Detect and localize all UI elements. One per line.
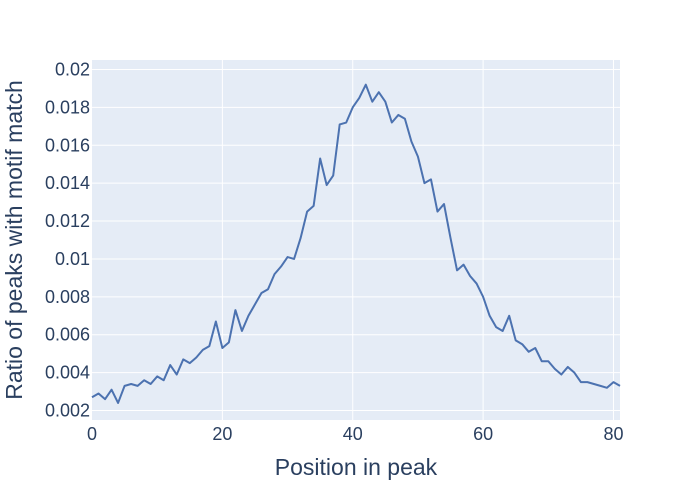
x-axis-title: Position in peak [275, 454, 438, 480]
y-axis-ticks: 0.002 0.004 0.006 0.008 0.01 0.012 0.014 0.016 0… [45, 59, 90, 420]
series-line [91, 83, 621, 404]
x-tick-label: 20 [212, 424, 232, 444]
series-layer [91, 83, 621, 404]
y-tick-label: 0.004 [45, 363, 90, 383]
y-tick-label: 0.016 [45, 135, 90, 155]
y-axis-title: Ratio of peaks with motif match [1, 80, 27, 400]
x-tick-label: 60 [473, 424, 493, 444]
y-tick-label: 0.008 [45, 287, 90, 307]
x-tick-label: 40 [343, 424, 363, 444]
x-axis-ticks: 0 20 40 60 80 [87, 424, 624, 444]
y-tick-label: 0.014 [45, 173, 90, 193]
y-tick-label: 0.012 [45, 211, 90, 231]
y-tick-label: 0.002 [45, 401, 90, 421]
y-tick-label: 0.018 [45, 97, 90, 117]
y-tick-label: 0.006 [45, 325, 90, 345]
grid [92, 60, 620, 420]
y-tick-label: 0.02 [55, 59, 90, 79]
y-tick-label: 0.01 [55, 249, 90, 269]
x-tick-label: 80 [603, 424, 623, 444]
x-tick-label: 0 [87, 424, 97, 444]
plot-background [92, 60, 620, 420]
